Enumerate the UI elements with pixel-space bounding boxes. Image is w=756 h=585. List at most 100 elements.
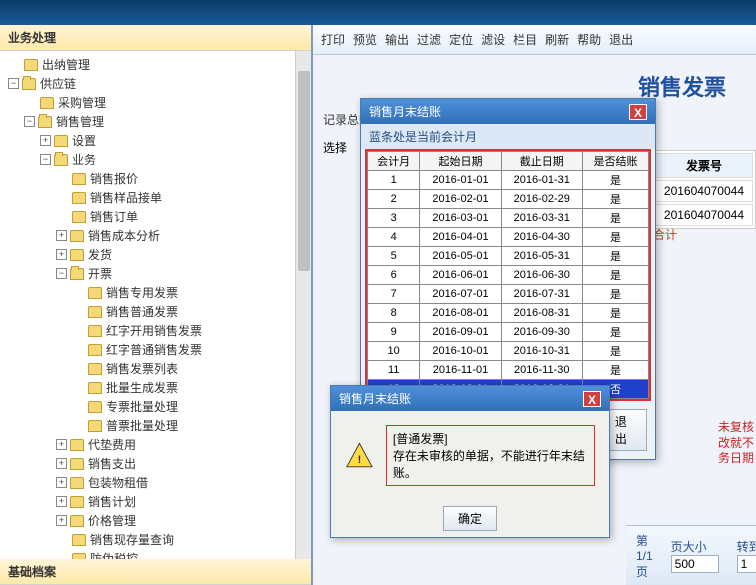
tree-item[interactable]: + 设置 [4, 131, 307, 150]
expander-icon[interactable]: − [56, 268, 67, 279]
tree-label: 普票批量处理 [106, 417, 178, 434]
invoice-cell[interactable]: 201604070044 [655, 204, 753, 226]
month-cell: 2016-01-31 [501, 171, 582, 190]
toolbar-刷新[interactable]: 刷新 [545, 33, 569, 47]
close-icon[interactable]: X [583, 391, 601, 407]
invoice-column: 发票号 201604070044 201604070044 [652, 150, 756, 229]
expander-icon[interactable]: + [56, 230, 67, 241]
month-cell: 1 [368, 171, 420, 190]
toolbar-输出[interactable]: 输出 [385, 33, 409, 47]
tree-item[interactable]: +销售支出 [4, 454, 307, 473]
tree-item[interactable]: 防伪税控 [4, 549, 307, 559]
month-col-header: 起始日期 [420, 152, 501, 171]
month-cell: 是 [582, 190, 648, 209]
tree-label: 供应链 [40, 75, 76, 92]
tree-label: 红字普通销售发票 [106, 341, 202, 358]
tree-item[interactable]: 专票批量处理 [4, 397, 307, 416]
month-cell: 2016-08-31 [501, 304, 582, 323]
month-cell: 2016-03-01 [420, 209, 501, 228]
month-row[interactable]: 112016-11-012016-11-30是 [368, 361, 649, 380]
tree-item[interactable]: +销售计划 [4, 492, 307, 511]
warn-title-text: 销售月末结账 [339, 390, 411, 407]
folder-icon [70, 249, 84, 261]
tree-item[interactable]: −销售管理 [4, 112, 307, 131]
tree-item[interactable]: −业务 [4, 150, 307, 169]
expander-icon[interactable]: + [56, 515, 67, 526]
toolbar-帮助[interactable]: 帮助 [577, 33, 601, 47]
tree-item[interactable]: − 供应链 [4, 74, 307, 93]
expander-icon[interactable]: + [56, 249, 67, 260]
month-row[interactable]: 52016-05-012016-05-31是 [368, 247, 649, 266]
expander-icon[interactable]: + [56, 496, 67, 507]
month-cell: 2016-03-31 [501, 209, 582, 228]
month-row[interactable]: 62016-06-012016-06-30是 [368, 266, 649, 285]
toolbar-退出[interactable]: 退出 [609, 33, 633, 47]
tree-item[interactable]: −开票 [4, 264, 307, 283]
warning-dialog: 销售月末结账 X ! [普通发票] 存在未审核的单据，不能进行年末结账。 确定 [330, 385, 610, 538]
tree-label: 销售现存量查询 [90, 531, 174, 548]
tree-scrollbar[interactable] [295, 51, 311, 559]
tree-item[interactable]: 销售现存量查询 [4, 530, 307, 549]
toolbar-打印[interactable]: 打印 [321, 33, 345, 47]
tree-item[interactable]: 销售报价 [4, 169, 307, 188]
month-cell: 11 [368, 361, 420, 380]
month-row[interactable]: 22016-02-012016-02-29是 [368, 190, 649, 209]
expander-icon[interactable]: + [40, 135, 51, 146]
month-row[interactable]: 12016-01-012016-01-31是 [368, 171, 649, 190]
toolbar-定位[interactable]: 定位 [449, 33, 473, 47]
tree-item[interactable]: +销售成本分析 [4, 226, 307, 245]
tree-item[interactable]: 红字普通销售发票 [4, 340, 307, 359]
month-cell: 2016-11-01 [420, 361, 501, 380]
month-cell: 4 [368, 228, 420, 247]
toolbar-预览[interactable]: 预览 [353, 33, 377, 47]
pagesize-input[interactable] [671, 555, 719, 573]
toolbar-滤设[interactable]: 滤设 [481, 33, 505, 47]
tree-item[interactable]: +发货 [4, 245, 307, 264]
month-cell: 7 [368, 285, 420, 304]
expander-icon[interactable]: + [56, 458, 67, 469]
tree-item[interactable]: 出纳管理 [4, 55, 307, 74]
month-row[interactable]: 92016-09-012016-09-30是 [368, 323, 649, 342]
month-row[interactable]: 102016-10-012016-10-31是 [368, 342, 649, 361]
tree-item[interactable]: 普票批量处理 [4, 416, 307, 435]
sidebar: 业务处理 出纳管理−供应链采购管理−销售管理+设置−业务销售报价销售样品接单销售… [0, 25, 313, 585]
invoice-cell[interactable]: 201604070044 [655, 180, 753, 202]
expander-icon[interactable]: + [56, 439, 67, 450]
month-cell: 是 [582, 361, 648, 380]
expander-icon[interactable]: − [40, 154, 51, 165]
month-row[interactable]: 42016-04-012016-04-30是 [368, 228, 649, 247]
tree-item[interactable]: 采购管理 [4, 93, 307, 112]
tree-item[interactable]: +价格管理 [4, 511, 307, 530]
month-cell: 2 [368, 190, 420, 209]
toolbar-过滤[interactable]: 过滤 [417, 33, 441, 47]
month-cell: 是 [582, 247, 648, 266]
svg-text:!: ! [358, 454, 362, 466]
month-cell: 2016-05-01 [420, 247, 501, 266]
folder-icon [88, 344, 102, 356]
expander-icon[interactable]: − [24, 116, 35, 127]
toolbar-栏目[interactable]: 栏目 [513, 33, 537, 47]
tree-item[interactable]: +代垫费用 [4, 435, 307, 454]
month-row[interactable]: 32016-03-012016-03-31是 [368, 209, 649, 228]
month-cell: 2016-06-01 [420, 266, 501, 285]
top-bar [0, 0, 756, 25]
expander-icon[interactable]: + [56, 477, 67, 488]
goto-input[interactable] [737, 555, 756, 573]
month-row[interactable]: 82016-08-012016-08-31是 [368, 304, 649, 323]
tree-item[interactable]: +包装物租借 [4, 473, 307, 492]
tree-item[interactable]: 销售普通发票 [4, 302, 307, 321]
tree-item[interactable]: 红字开用销售发票 [4, 321, 307, 340]
tree-label: 销售发票列表 [106, 360, 178, 377]
month-row[interactable]: 72016-07-012016-07-31是 [368, 285, 649, 304]
tree-item[interactable]: 销售专用发票 [4, 283, 307, 302]
close-icon[interactable]: X [629, 104, 647, 120]
expander-icon[interactable]: − [8, 78, 19, 89]
tree-item[interactable]: 销售发票列表 [4, 359, 307, 378]
tree-item[interactable]: 销售样品接单 [4, 188, 307, 207]
ok-button[interactable]: 确定 [443, 506, 497, 531]
folder-icon [70, 496, 84, 508]
tree-item[interactable]: 销售订单 [4, 207, 307, 226]
folder-icon [40, 97, 54, 109]
tree-label: 设置 [72, 132, 96, 149]
tree-item[interactable]: 批量生成发票 [4, 378, 307, 397]
